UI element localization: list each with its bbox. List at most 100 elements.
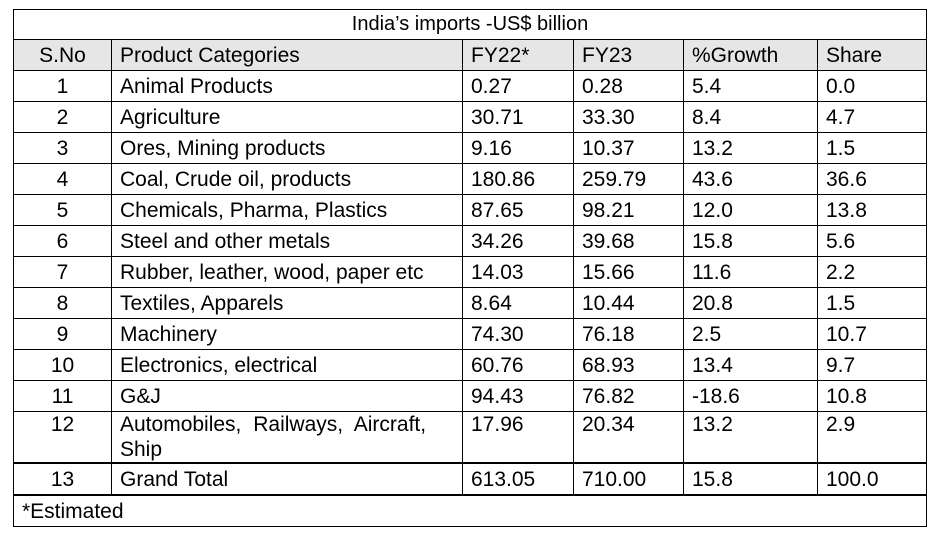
cell-category: Animal Products bbox=[111, 70, 463, 102]
cell-share: 10.7 bbox=[817, 318, 927, 350]
cell-fy23: 76.18 bbox=[573, 318, 684, 350]
cell-growth: 15.8 bbox=[683, 225, 818, 257]
cell-fy22: 9.16 bbox=[462, 132, 574, 164]
cell-fy22: 30.71 bbox=[462, 101, 574, 133]
footnote: *Estimated bbox=[13, 494, 927, 527]
cell-fy22: 180.86 bbox=[462, 163, 574, 195]
cell-sno: 4 bbox=[13, 163, 112, 195]
imports-table-container: India’s imports -US$ billion S.No Produc… bbox=[13, 9, 927, 527]
cell-fy23: 20.34 bbox=[573, 411, 684, 464]
cell-share: 1.5 bbox=[817, 132, 927, 164]
cell-sno: 11 bbox=[13, 380, 112, 412]
cell-category: Grand Total bbox=[111, 462, 463, 496]
cell-sno: 10 bbox=[13, 349, 112, 381]
cell-share: 10.8 bbox=[817, 380, 927, 412]
cell-sno: 13 bbox=[13, 462, 112, 496]
cell-sno: 3 bbox=[13, 132, 112, 164]
cell-fy22: 87.65 bbox=[462, 194, 574, 226]
footnote-row: *Estimated bbox=[13, 494, 927, 527]
cell-sno: 12 bbox=[13, 411, 112, 464]
cell-fy23: 0.28 bbox=[573, 70, 684, 102]
cell-sno: 5 bbox=[13, 194, 112, 226]
cell-fy23: 39.68 bbox=[573, 225, 684, 257]
cell-fy22: 613.05 bbox=[462, 462, 574, 496]
imports-table: India’s imports -US$ billion S.No Produc… bbox=[13, 9, 927, 527]
cell-fy23: 710.00 bbox=[573, 462, 684, 496]
cell-share: 2.2 bbox=[817, 256, 927, 288]
cell-share: 2.9 bbox=[817, 411, 927, 464]
table-row: 4 Coal, Crude oil, products 180.86 259.7… bbox=[13, 163, 927, 195]
cell-fy22: 94.43 bbox=[462, 380, 574, 412]
cell-category: Agriculture bbox=[111, 101, 463, 133]
header-share: Share bbox=[817, 39, 927, 71]
header-growth: %Growth bbox=[683, 39, 818, 71]
cell-sno: 9 bbox=[13, 318, 112, 350]
cell-share: 5.6 bbox=[817, 225, 927, 257]
cell-sno: 1 bbox=[13, 70, 112, 102]
cell-fy22: 14.03 bbox=[462, 256, 574, 288]
cell-fy23: 76.82 bbox=[573, 380, 684, 412]
header-fy23: FY23 bbox=[573, 39, 684, 71]
cell-fy22: 34.26 bbox=[462, 225, 574, 257]
cell-growth: 11.6 bbox=[683, 256, 818, 288]
cell-share: 13.8 bbox=[817, 194, 927, 226]
cell-growth: 13.4 bbox=[683, 349, 818, 381]
cell-growth: 13.2 bbox=[683, 411, 818, 464]
cell-fy23: 15.66 bbox=[573, 256, 684, 288]
cell-fy23: 10.44 bbox=[573, 287, 684, 319]
table-row: 6 Steel and other metals 34.26 39.68 15.… bbox=[13, 225, 927, 257]
cell-category: Automobiles, Railways, Aircraft, Ship bbox=[111, 411, 463, 464]
cell-fy22: 0.27 bbox=[462, 70, 574, 102]
cell-sno: 7 bbox=[13, 256, 112, 288]
table-row: 7 Rubber, leather, wood, paper etc 14.03… bbox=[13, 256, 927, 288]
cell-share: 36.6 bbox=[817, 163, 927, 195]
cell-sno: 2 bbox=[13, 101, 112, 133]
cell-fy23: 259.79 bbox=[573, 163, 684, 195]
cell-growth: 8.4 bbox=[683, 101, 818, 133]
cell-growth: -18.6 bbox=[683, 380, 818, 412]
header-fy22: FY22* bbox=[462, 39, 574, 71]
cell-category: Electronics, electrical bbox=[111, 349, 463, 381]
cell-fy22: 74.30 bbox=[462, 318, 574, 350]
cell-fy22: 17.96 bbox=[462, 411, 574, 464]
cell-category: Ores, Mining products bbox=[111, 132, 463, 164]
cell-fy23: 33.30 bbox=[573, 101, 684, 133]
cell-category: Textiles, Apparels bbox=[111, 287, 463, 319]
cell-fy22: 8.64 bbox=[462, 287, 574, 319]
cell-fy23: 98.21 bbox=[573, 194, 684, 226]
cell-growth: 12.0 bbox=[683, 194, 818, 226]
table-body: 1 Animal Products 0.27 0.28 5.4 0.0 2 Ag… bbox=[13, 70, 927, 527]
cell-category: Steel and other metals bbox=[111, 225, 463, 257]
table-title-row: India’s imports -US$ billion bbox=[13, 9, 927, 40]
table-row: 1 Animal Products 0.27 0.28 5.4 0.0 bbox=[13, 70, 927, 102]
cell-category: Rubber, leather, wood, paper etc bbox=[111, 256, 463, 288]
header-category: Product Categories bbox=[111, 39, 463, 71]
cell-share: 9.7 bbox=[817, 349, 927, 381]
cell-growth: 13.2 bbox=[683, 132, 818, 164]
table-title: India’s imports -US$ billion bbox=[13, 9, 927, 40]
table-row: 12 Automobiles, Railways, Aircraft, Ship… bbox=[13, 411, 927, 464]
cell-fy23: 10.37 bbox=[573, 132, 684, 164]
table-row: 10 Electronics, electrical 60.76 68.93 1… bbox=[13, 349, 927, 381]
table-row: 11 G&J 94.43 76.82 -18.6 10.8 bbox=[13, 380, 927, 412]
cell-sno: 8 bbox=[13, 287, 112, 319]
cell-category: Chemicals, Pharma, Plastics bbox=[111, 194, 463, 226]
table-row: 8 Textiles, Apparels 8.64 10.44 20.8 1.5 bbox=[13, 287, 927, 319]
table-row: 5 Chemicals, Pharma, Plastics 87.65 98.2… bbox=[13, 194, 927, 226]
cell-share: 1.5 bbox=[817, 287, 927, 319]
cell-share: 4.7 bbox=[817, 101, 927, 133]
table-row: 9 Machinery 74.30 76.18 2.5 10.7 bbox=[13, 318, 927, 350]
cell-growth: 15.8 bbox=[683, 462, 818, 496]
cell-category: G&J bbox=[111, 380, 463, 412]
cell-growth: 2.5 bbox=[683, 318, 818, 350]
cell-fy23: 68.93 bbox=[573, 349, 684, 381]
cell-share: 100.0 bbox=[817, 462, 927, 496]
cell-growth: 20.8 bbox=[683, 287, 818, 319]
cell-growth: 5.4 bbox=[683, 70, 818, 102]
cell-category: Coal, Crude oil, products bbox=[111, 163, 463, 195]
cell-category: Machinery bbox=[111, 318, 463, 350]
table-header-row: S.No Product Categories FY22* FY23 %Grow… bbox=[13, 39, 927, 71]
header-sno: S.No bbox=[13, 39, 112, 71]
table-row: 2 Agriculture 30.71 33.30 8.4 4.7 bbox=[13, 101, 927, 133]
cell-fy22: 60.76 bbox=[462, 349, 574, 381]
